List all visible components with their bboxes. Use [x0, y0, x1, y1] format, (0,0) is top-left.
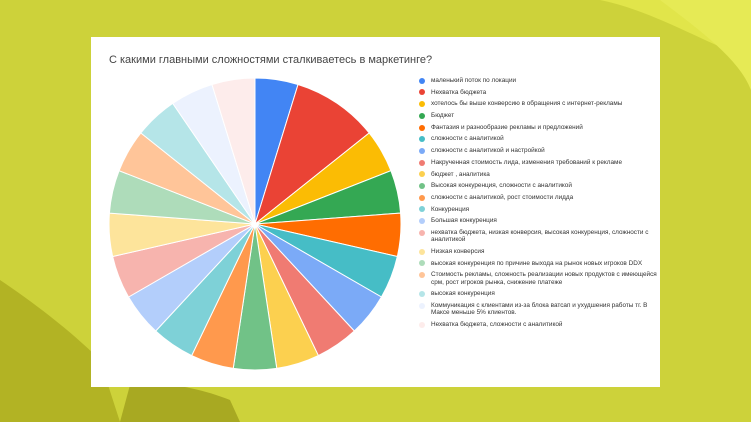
legend-swatch [419, 182, 425, 189]
legend-item: Нехватка бюджета, сложности с аналитикой [419, 321, 657, 328]
legend-swatch [419, 112, 425, 119]
legend-label: сложности с аналитикой [431, 135, 504, 143]
legend-item: Накрученная стоимость лида, изменения тр… [419, 159, 657, 166]
legend-swatch [419, 171, 425, 178]
legend-label: Бюджет [431, 112, 455, 120]
legend-label: нехватка бюджета, низкая конверсия, высо… [431, 228, 649, 244]
legend-item: Бюджет [419, 112, 657, 119]
legend-label: Накрученная стоимость лида, изменения тр… [431, 158, 623, 166]
legend-label: высокая конкуренция [431, 290, 495, 298]
pie-slice-2 [254, 83, 370, 226]
legend-item: Низкая конверсия [419, 248, 657, 255]
legend-item: бюджет , аналитика [419, 171, 657, 178]
legend-swatch [419, 124, 425, 131]
legend-item: нехватка бюджета, низкая конверсия, высо… [419, 229, 657, 244]
legend-item: Нехватка бюджета [419, 89, 657, 96]
legend-item: высокая конкуренция [419, 290, 657, 297]
legend-label: Большая конкуренция [431, 217, 497, 225]
legend-item: сложности с аналитикой, рост стоимости л… [419, 194, 657, 201]
legend-label: сложности с аналитикой, рост стоимости л… [431, 193, 574, 201]
legend-label: хотелось бы выше конверсию в обращения с… [431, 100, 623, 108]
chart-legend: маленький поток по локации Нехватка бюдже… [419, 77, 657, 333]
legend-swatch [419, 77, 425, 84]
legend-swatch [419, 291, 425, 298]
legend-item: хотелось бы выше конверсию в обращения с… [419, 100, 657, 107]
legend-swatch [419, 89, 425, 96]
legend-label: Нехватка бюджета, сложности с аналитикой [431, 320, 563, 328]
legend-swatch [419, 248, 425, 255]
legend-item: Фантазия и разнообразие рекламы и предло… [419, 124, 657, 131]
legend-item: сложности с аналитикой и настройкой [419, 147, 657, 154]
legend-label: Высокая конкуренция, сложности с аналити… [431, 182, 572, 190]
legend-label: маленький поток по локации [431, 77, 517, 84]
legend-item: Конкуренция [419, 206, 657, 213]
legend-item: маленький поток по локации [419, 77, 657, 84]
legend-swatch [419, 260, 425, 267]
legend-swatch [419, 206, 425, 213]
pie-slice-20 [211, 77, 256, 225]
legend-label: сложности с аналитикой и настройкой [431, 147, 545, 155]
legend-label: Стоимость рекламы, сложность реализации … [431, 271, 657, 286]
legend-swatch [419, 272, 425, 279]
legend-label: Фантазия и разнообразие рекламы и предло… [431, 123, 583, 131]
chart-card: С какими главными сложностями сталкивает… [91, 37, 660, 387]
legend-label: Нехватка бюджета [431, 88, 487, 96]
legend-label: бюджет , аналитика [431, 170, 490, 178]
legend-swatch [419, 159, 425, 166]
legend-swatch [419, 194, 425, 201]
legend-swatch [419, 218, 425, 225]
legend-item: Стоимость рекламы, сложность реализации … [419, 271, 657, 286]
legend-swatch [419, 136, 425, 143]
legend-item: сложности с аналитикой [419, 135, 657, 142]
legend-item: Высокая конкуренция, сложности с аналити… [419, 182, 657, 189]
legend-swatch [419, 302, 425, 309]
legend-label: Коммуникация с клиентами из-за блока ват… [431, 301, 648, 317]
legend-item: высокая конкуренция по причине выхода на… [419, 260, 657, 267]
legend-label: высокая конкуренция по причине выхода на… [431, 259, 643, 267]
legend-swatch [419, 229, 425, 236]
pie-chart [108, 77, 402, 371]
legend-swatch [419, 101, 425, 108]
legend-item: Коммуникация с клиентами из-за блока ват… [419, 302, 657, 317]
legend-label: Низкая конверсия [431, 247, 485, 255]
legend-label: Конкуренция [431, 205, 470, 213]
legend-item: Большая конкуренция [419, 217, 657, 224]
legend-swatch [419, 147, 425, 154]
legend-swatch [419, 321, 425, 328]
chart-title: С какими главными сложностями сталкивает… [109, 54, 433, 66]
